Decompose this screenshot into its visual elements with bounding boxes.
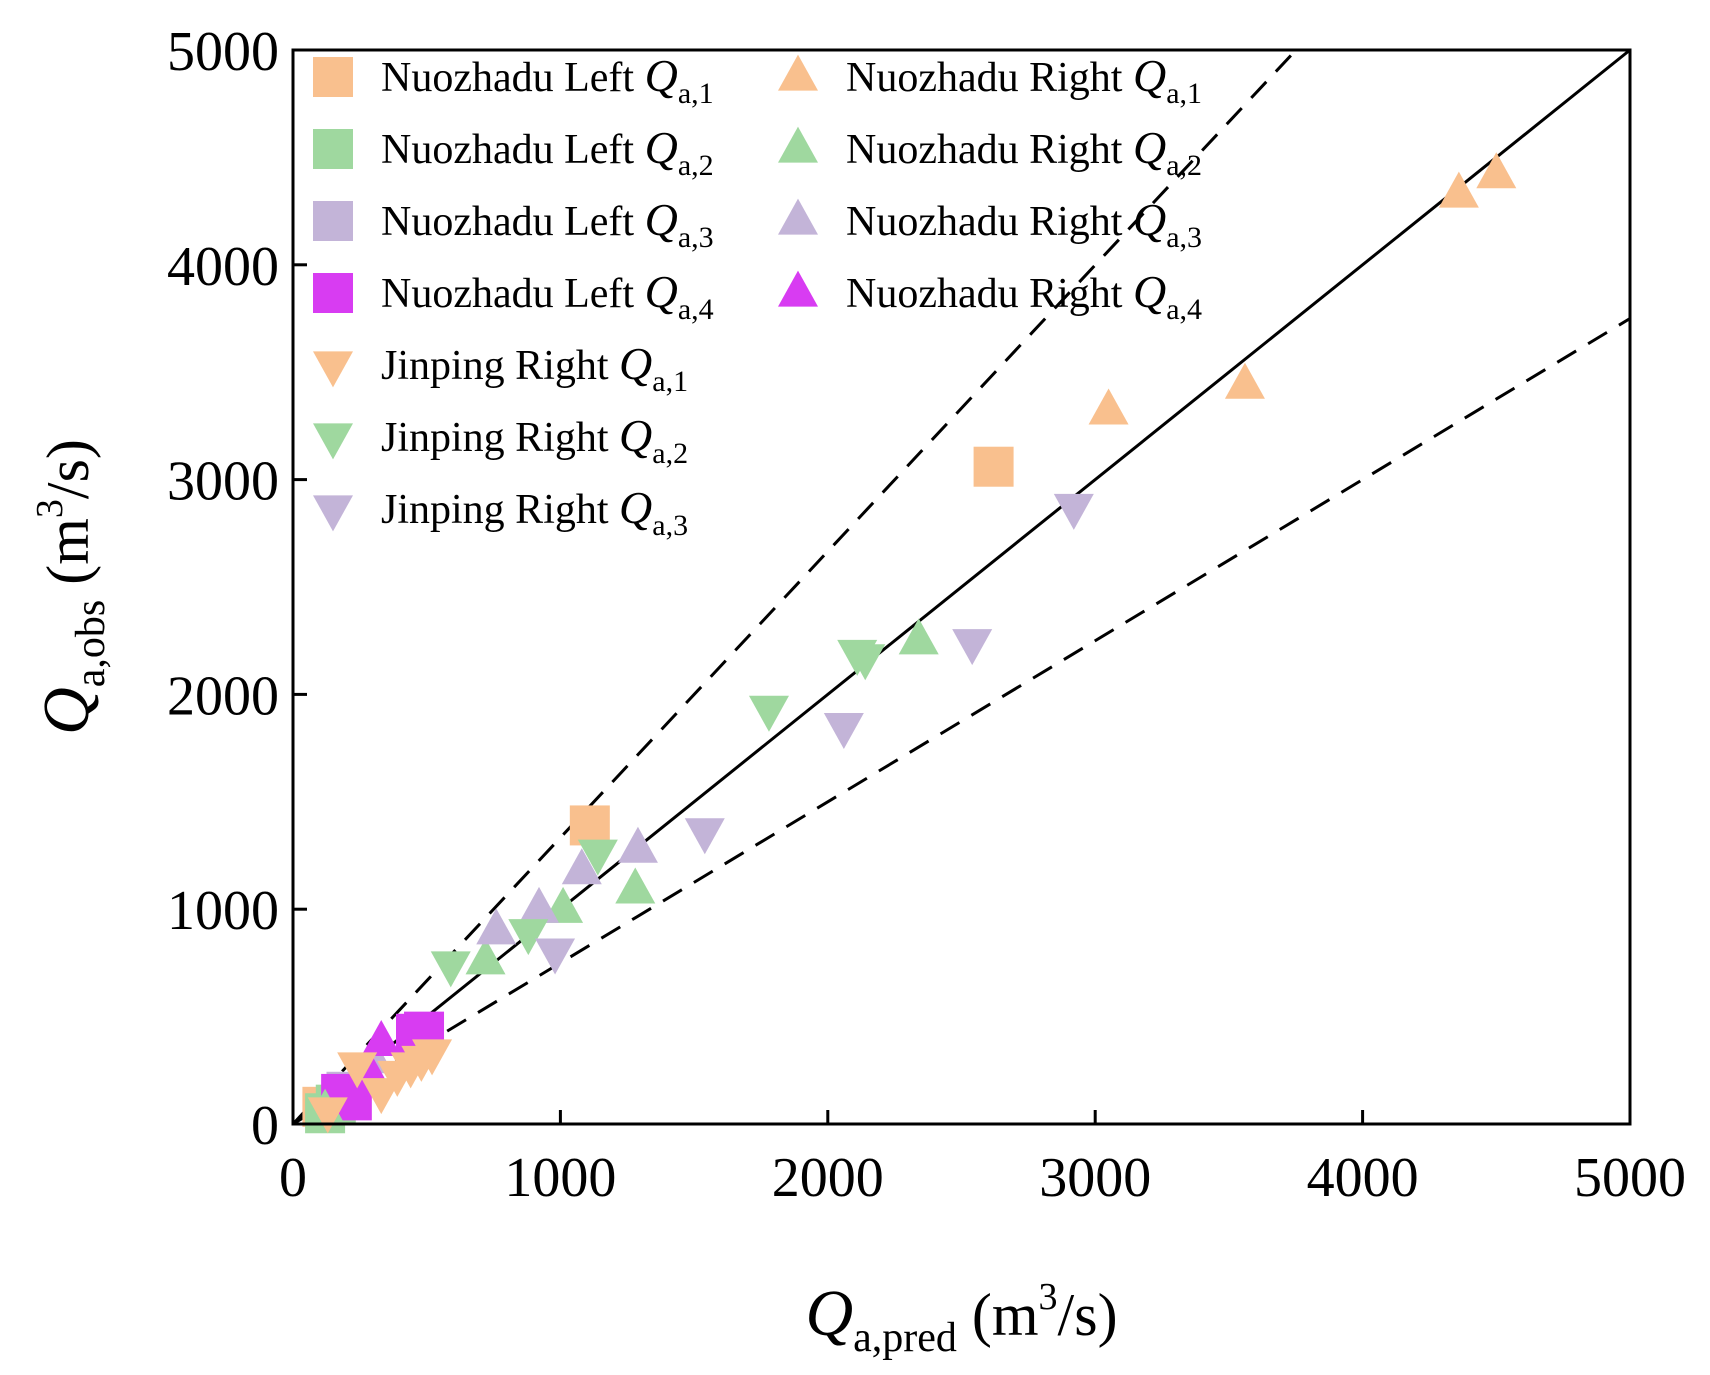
x-tick-label: 4000 — [1307, 1147, 1419, 1209]
legend-label: Nuozhadu Left Qa,1 — [381, 50, 714, 110]
data-point-s9-p5 — [845, 644, 886, 681]
y-tick-label: 1000 — [167, 880, 279, 942]
data-point-s10-p3 — [952, 629, 993, 666]
legend-marker — [778, 54, 818, 91]
data-point-s8-p2 — [361, 1078, 402, 1115]
data-point-s9-p2 — [577, 839, 618, 876]
y-axis-subscript: a,obs — [68, 600, 114, 688]
reference-line-dashed-1 — [291, 48, 1298, 1126]
data-point-s5-p4 — [898, 618, 939, 655]
data-point-s10-p4 — [1053, 493, 1094, 530]
legend-entry: Nuozhadu Right Qa,2 — [778, 122, 1202, 182]
legend-label: Nuozhadu Right Qa,3 — [846, 194, 1202, 254]
data-point-s8-p1 — [337, 1052, 378, 1089]
legend-entry: Jinping Right Qa,2 — [313, 410, 688, 470]
legend: Nuozhadu Left Qa,1 Nuozhadu Left Qa,2 Nuoz… — [313, 50, 1202, 542]
x-axis-symbol: Q — [805, 1277, 853, 1350]
data-point-s6-p4 — [617, 826, 658, 863]
x-axis-unit-sup: 3 — [1039, 1276, 1058, 1318]
data-point-s4-p1 — [1224, 362, 1265, 399]
data-point-s4-p3 — [1476, 152, 1517, 189]
legend-marker — [313, 129, 353, 169]
legend-entry: Nuozhadu Left Qa,4 — [313, 266, 714, 326]
y-tick-label: 2000 — [167, 665, 279, 727]
x-axis-unit-close: /s) — [1058, 1282, 1118, 1348]
x-tick-label: 1000 — [504, 1147, 616, 1209]
data-point-s5-p3 — [615, 867, 656, 904]
x-tick-label: 0 — [279, 1147, 307, 1209]
y-axis-symbol: Q — [30, 687, 103, 735]
y-axis-unit-close: /s) — [35, 439, 101, 499]
legend-entry: Nuozhadu Left Qa,2 — [313, 122, 714, 182]
data-point-s9-p0 — [430, 951, 471, 988]
data-point-s10-p2 — [823, 712, 864, 749]
legend-marker — [313, 273, 353, 313]
legend-entry: Jinping Right Qa,1 — [313, 338, 688, 398]
x-tick-label: 5000 — [1574, 1147, 1686, 1209]
x-axis-subscript: a,pred — [853, 1315, 957, 1361]
data-point-s0-p1 — [569, 805, 610, 846]
y-tick-label: 4000 — [167, 236, 279, 298]
x-axis-unit-open: (m — [957, 1282, 1039, 1348]
legend-label: Nuozhadu Right Qa,4 — [846, 266, 1202, 326]
x-tick-label: 3000 — [1039, 1147, 1151, 1209]
data-point-s9-p3 — [748, 695, 789, 732]
legend-marker — [778, 270, 818, 307]
legend-marker — [313, 201, 353, 241]
legend-label: Nuozhadu Left Qa,4 — [381, 266, 714, 326]
data-point-s6-p1 — [476, 908, 517, 945]
legend-label: Jinping Right Qa,1 — [381, 338, 688, 398]
x-tick-label: 2000 — [772, 1147, 884, 1209]
y-axis-title: Qa,obs (m3/s) — [29, 439, 114, 735]
legend-marker — [313, 423, 353, 460]
legend-marker — [778, 126, 818, 163]
data-point-s0-p2 — [973, 446, 1014, 487]
reference-line-solid-0 — [292, 48, 1631, 1126]
data-point-s6-p2 — [519, 886, 560, 923]
data-point-s10-p0 — [535, 938, 576, 975]
data-point-s9-p1 — [508, 919, 549, 956]
legend-marker — [313, 57, 353, 97]
legend-entry: Nuozhadu Right Qa,4 — [778, 266, 1202, 326]
legend-entry: Nuozhadu Right Qa,1 — [778, 50, 1202, 110]
data-point-s6-p3 — [561, 848, 602, 885]
y-tick-label: 0 — [251, 1095, 279, 1157]
legend-entry: Nuozhadu Left Qa,3 — [313, 194, 714, 254]
legend-label: Nuozhadu Left Qa,3 — [381, 194, 714, 254]
data-points — [302, 152, 1517, 1134]
data-point-s8-p6 — [412, 1039, 453, 1076]
legend-entry: Nuozhadu Left Qa,1 — [313, 50, 714, 110]
y-tick-label: 3000 — [167, 451, 279, 513]
reference-lines — [291, 48, 1631, 1126]
legend-entry: Nuozhadu Right Qa,3 — [778, 194, 1202, 254]
legend-label: Nuozhadu Right Qa,2 — [846, 122, 1202, 182]
x-axis-title: Qa,pred (m3/s) — [805, 1276, 1117, 1361]
legend-label: Nuozhadu Right Qa,1 — [846, 50, 1202, 110]
data-point-s4-p2 — [1438, 171, 1479, 208]
y-axis-unit-sup: 3 — [29, 499, 71, 518]
legend-label: Jinping Right Qa,2 — [381, 410, 688, 470]
data-point-s7-p0 — [361, 1020, 402, 1057]
legend-label: Jinping Right Qa,3 — [381, 482, 688, 542]
axis-ticks: 0 1000 2000 3000 4000 5000 0 1000 2000 3000 4000 50… — [167, 21, 1686, 1209]
data-point-s8-p0 — [307, 1097, 348, 1134]
data-point-s10-p1 — [684, 818, 725, 855]
plot-frame — [291, 48, 1632, 1126]
legend-marker — [778, 198, 818, 235]
data-point-s4-p0 — [1088, 388, 1129, 425]
y-axis-unit-open: (m — [35, 518, 101, 600]
legend-marker — [313, 351, 353, 388]
legend-marker — [313, 495, 353, 532]
y-tick-label: 5000 — [167, 21, 279, 83]
legend-label: Nuozhadu Left Qa,2 — [381, 122, 714, 182]
data-point-s5-p1 — [465, 938, 506, 975]
legend-entry: Jinping Right Qa,3 — [313, 482, 688, 542]
reference-line-dashed-2 — [292, 317, 1631, 1126]
